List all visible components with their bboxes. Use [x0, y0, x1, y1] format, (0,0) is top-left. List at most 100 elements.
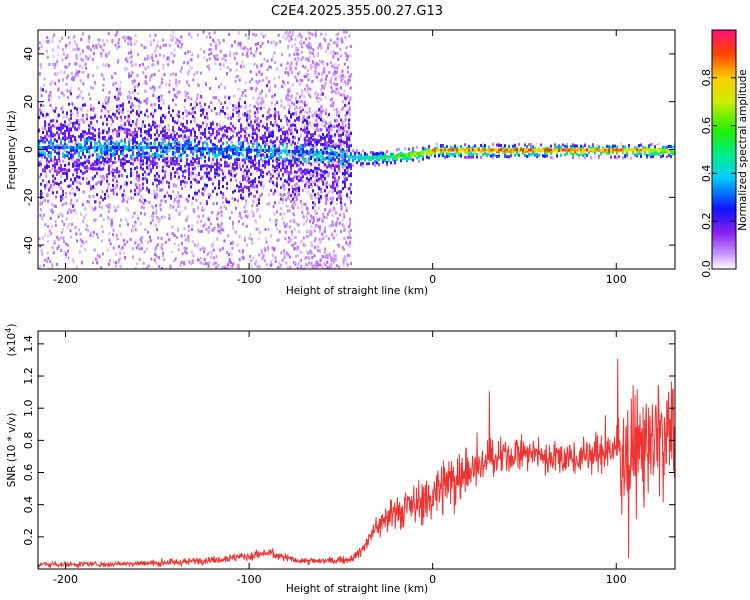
- heatmap-cell: [154, 178, 156, 182]
- heatmap-cell: [256, 142, 258, 146]
- heatmap-cell: [206, 142, 208, 146]
- heatmap-cell: [266, 172, 268, 176]
- heatmap-cell: [138, 258, 141, 262]
- heatmap-cell: [175, 236, 178, 240]
- heatmap-cell: [294, 189, 297, 193]
- heatmap-cell: [170, 176, 172, 180]
- heatmap-cell: [224, 175, 226, 179]
- heatmap-cell: [270, 176, 272, 180]
- heatmap-cell: [205, 35, 208, 39]
- heatmap-cell: [132, 137, 134, 141]
- heatmap-cell: [332, 223, 335, 227]
- heatmap-cell: [148, 188, 150, 192]
- heatmap-cell: [258, 201, 260, 205]
- heatmap-cell: [114, 148, 116, 152]
- heatmap-cell: [216, 158, 218, 162]
- heatmap-cell: [344, 114, 347, 118]
- heatmap-cell: [277, 265, 280, 269]
- heatmap-cell: [64, 167, 66, 171]
- heatmap-cell: [307, 42, 310, 46]
- heatmap-cell: [242, 91, 245, 95]
- heatmap-cell: [344, 51, 347, 55]
- heatmap-cell: [242, 196, 244, 200]
- heatmap-cell: [143, 212, 146, 216]
- heatmap-cell: [315, 196, 318, 200]
- heatmap-cell: [260, 169, 262, 173]
- heatmap-cell: [190, 103, 192, 107]
- heatmap-cell: [175, 195, 178, 199]
- heatmap-peak: [254, 148, 256, 152]
- heatmap-cell: [222, 194, 225, 198]
- heatmap-cell: [78, 64, 81, 68]
- heatmap-cell: [304, 244, 307, 248]
- heatmap-cell: [202, 192, 204, 196]
- heatmap-cell: [242, 141, 244, 145]
- heatmap-peak: [262, 148, 264, 152]
- heatmap-cell: [203, 56, 206, 60]
- heatmap-cell: [140, 148, 142, 152]
- heatmap-cell: [150, 160, 152, 164]
- heatmap-cell: [106, 139, 108, 143]
- heatmap-cell: [151, 53, 154, 57]
- heatmap-cell: [311, 221, 314, 225]
- heatmap-cell: [256, 66, 259, 70]
- heatmap-cell: [117, 204, 120, 208]
- heatmap-cell: [169, 205, 172, 209]
- heatmap-cell: [321, 78, 324, 82]
- heatmap-cell: [50, 151, 52, 155]
- heatmap-cell: [89, 54, 92, 58]
- heatmap-cell: [208, 261, 211, 265]
- heatmap-cell: [296, 92, 299, 96]
- heatmap-cell: [293, 75, 296, 79]
- heatmap-cell: [98, 158, 100, 162]
- heatmap-cell: [246, 179, 249, 183]
- heatmap-cell: [106, 175, 108, 179]
- heatmap-cell: [52, 251, 55, 255]
- heatmap-cell: [276, 137, 278, 141]
- heatmap-cell: [127, 51, 130, 55]
- heatmap-cell: [135, 193, 138, 197]
- heatmap-cell: [43, 213, 46, 217]
- heatmap-cell: [337, 125, 340, 129]
- heatmap-cell: [127, 75, 130, 79]
- heatmap-cell: [170, 133, 172, 137]
- heatmap-cell: [317, 245, 320, 249]
- heatmap-cell: [207, 262, 210, 266]
- heatmap-cell: [184, 125, 186, 129]
- heatmap-cell: [162, 67, 165, 71]
- heatmap-cell: [322, 144, 325, 148]
- heatmap-cell: [60, 212, 63, 216]
- heatmap-cell: [337, 32, 340, 36]
- heatmap-cell: [318, 179, 321, 183]
- heatmap-cell: [320, 263, 323, 267]
- heatmap-cell: [242, 256, 245, 260]
- heatmap-cell: [49, 260, 52, 264]
- heatmap-cell: [103, 162, 106, 166]
- heatmap-cell: [251, 256, 254, 260]
- heatmap-cell: [320, 237, 323, 241]
- heatmap-cell: [70, 178, 72, 182]
- heatmap-cell: [166, 143, 168, 147]
- heatmap-cell: [108, 202, 111, 206]
- heatmap-cell: [115, 131, 118, 135]
- heatmap-cell: [293, 220, 296, 224]
- heatmap-cell: [204, 134, 206, 138]
- heatmap-cell: [189, 64, 192, 68]
- heatmap-cell: [121, 139, 124, 143]
- heatmap-cell: [220, 82, 223, 86]
- heatmap-cell: [149, 86, 152, 90]
- heatmap-cell: [342, 245, 345, 249]
- heatmap-cell: [322, 236, 325, 240]
- heatmap-cell: [274, 189, 276, 193]
- heatmap-cell: [90, 86, 93, 90]
- heatmap-cell: [224, 115, 227, 119]
- heatmap-cell: [306, 72, 309, 76]
- heatmap-cell: [92, 162, 94, 166]
- heatmap-cell: [183, 262, 186, 266]
- heatmap-cell: [40, 172, 42, 176]
- heatmap-cell: [206, 65, 209, 69]
- heatmap-cell: [260, 249, 263, 253]
- heatmap-cell: [296, 254, 299, 258]
- heatmap-cell: [39, 160, 42, 164]
- heatmap-cell: [148, 164, 151, 168]
